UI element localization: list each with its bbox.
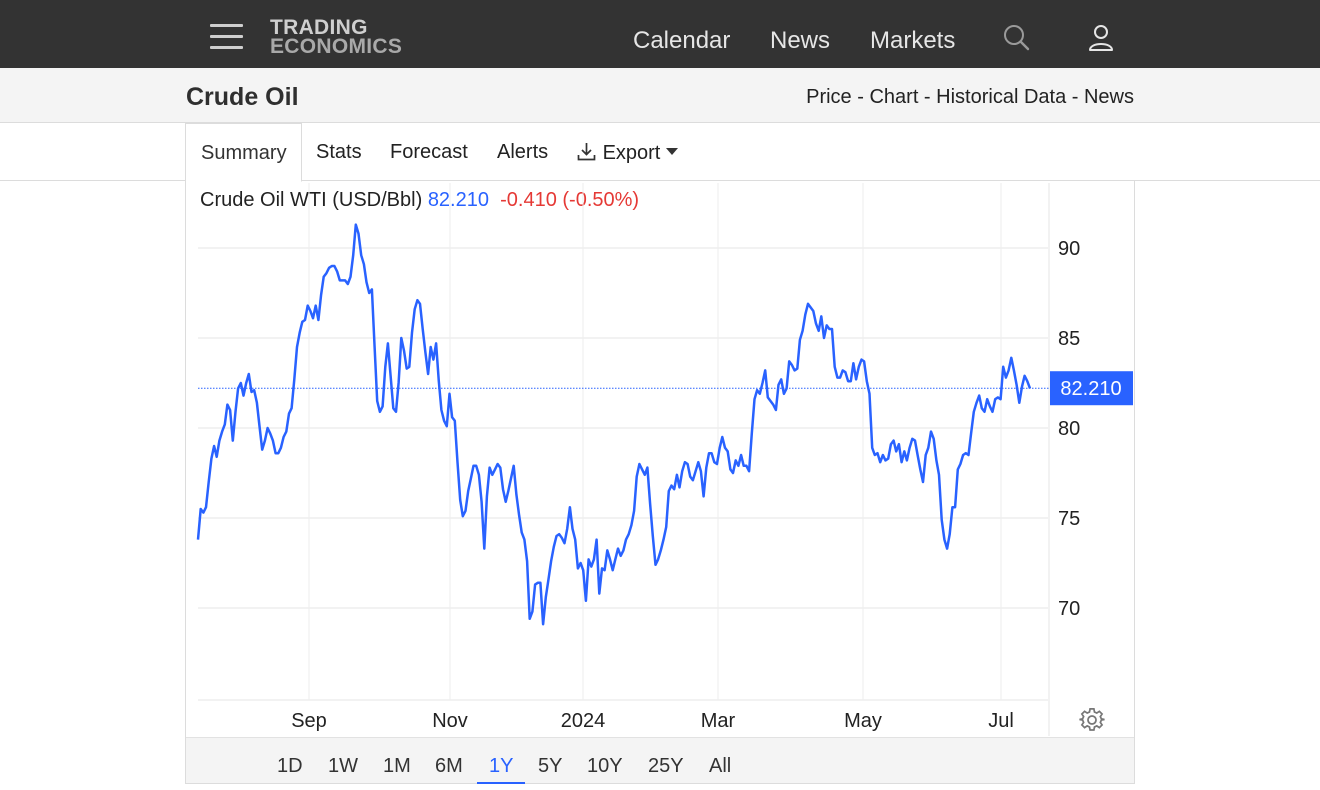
range-1y[interactable]: 1Y xyxy=(477,755,526,784)
nav-news[interactable]: News xyxy=(770,27,831,54)
tab-alerts[interactable]: Alerts xyxy=(497,141,549,163)
logo-line-2: ECONOMICS xyxy=(270,35,403,58)
logo[interactable]: TRADING ECONOMICS xyxy=(270,16,403,58)
range-10y[interactable]: 10Y xyxy=(587,755,623,777)
nav-calendar[interactable]: Calendar xyxy=(633,27,731,54)
chart-panel xyxy=(185,181,1135,784)
tab-summary-label: Summary xyxy=(201,142,287,164)
sub-links: Price - Chart - Historical Data - News xyxy=(806,86,1134,109)
user-icon[interactable] xyxy=(1088,24,1114,57)
search-icon[interactable] xyxy=(1003,24,1031,57)
export-dropdown[interactable]: Export xyxy=(576,141,678,165)
range-1w[interactable]: 1W xyxy=(328,755,358,777)
link-historical-data[interactable]: Historical Data xyxy=(936,86,1067,108)
quote-price: 82.210 xyxy=(427,189,489,211)
export-label: Export xyxy=(602,142,661,164)
tab-summary[interactable]: Summary xyxy=(185,123,302,182)
link-price[interactable]: Price xyxy=(806,86,852,108)
gear-icon[interactable] xyxy=(1079,707,1105,733)
range-1d[interactable]: 1D xyxy=(277,755,303,777)
link-news[interactable]: News xyxy=(1083,86,1134,108)
download-icon xyxy=(577,143,596,161)
page-title: Crude Oil xyxy=(186,83,299,111)
link-chart[interactable]: Chart xyxy=(869,86,919,108)
range-6m[interactable]: 6M xyxy=(435,755,463,777)
tab-bar: Summary Stats Forecast Alerts Export xyxy=(0,123,1320,182)
quote-change: -0.410 xyxy=(500,189,557,211)
separator: - xyxy=(851,86,870,108)
sub-header: Crude Oil Price - Chart - Historical Dat… xyxy=(0,68,1320,123)
menu-icon[interactable] xyxy=(210,24,243,49)
logo-line-1: TRADING xyxy=(270,16,368,39)
range-25y[interactable]: 25Y xyxy=(648,755,684,777)
caret-down-icon xyxy=(665,148,678,155)
tab-forecast[interactable]: Forecast xyxy=(390,141,468,163)
separator: - xyxy=(1066,86,1084,108)
nav-markets[interactable]: Markets xyxy=(870,27,956,54)
quote-name: Crude Oil WTI (USD/Bbl) xyxy=(200,189,423,211)
separator: - xyxy=(918,86,937,108)
range-1m[interactable]: 1M xyxy=(383,755,411,777)
range-all[interactable]: All xyxy=(709,755,732,777)
top-navbar: TRADING ECONOMICS Calendar News Markets xyxy=(0,0,1320,68)
range-selector: 1D 1W 1M 6M 1Y 5Y 10Y 25Y All xyxy=(186,737,1134,784)
quote-change-pct: (-0.50%) xyxy=(562,189,640,211)
tab-stats[interactable]: Stats xyxy=(316,141,362,163)
range-5y[interactable]: 5Y xyxy=(538,755,563,777)
quote-header: Crude Oil WTI (USD/Bbl) 82.210 -0.410 (-… xyxy=(200,189,639,212)
